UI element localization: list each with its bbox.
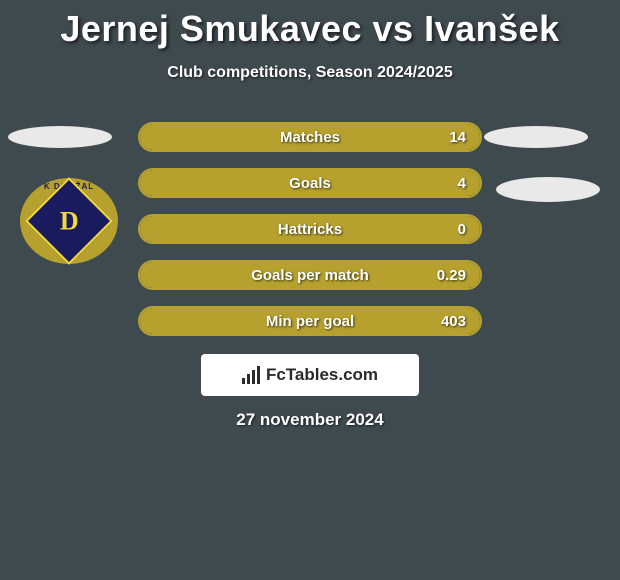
club-badge-letter: D [60,206,79,236]
stat-row: Hattricks0 [138,214,482,244]
stat-row: Matches14 [138,122,482,152]
stat-value: 4 [458,175,466,192]
stat-value: 0 [458,221,466,238]
stat-label: Hattricks [140,221,480,238]
player-right-placeholder-1 [484,126,588,148]
stat-value: 403 [441,313,466,330]
stat-value: 0.29 [437,267,466,284]
stat-label: Goals per match [140,267,480,284]
page-title: Jernej Smukavec vs Ivanšek [0,0,620,50]
stats-list: Matches14 Goals4 Hattricks0 Goals per match… [138,122,482,352]
stat-row: Goals4 [138,168,482,198]
player-left-placeholder [8,126,112,148]
stat-label: Matches [140,129,480,146]
player-right-placeholder-2 [496,177,600,202]
date-text: 27 november 2024 [0,410,620,430]
stat-label: Goals [140,175,480,192]
club-badge: K DOMŽAL D [20,178,118,264]
stat-row: Goals per match0.29 [138,260,482,290]
brand-box[interactable]: FcTables.com [201,354,419,396]
stat-row: Min per goal403 [138,306,482,336]
brand-text: FcTables.com [266,365,378,385]
stat-label: Min per goal [140,313,480,330]
subtitle: Club competitions, Season 2024/2025 [0,64,620,82]
stat-value: 14 [449,129,466,146]
bar-chart-icon [242,366,260,384]
